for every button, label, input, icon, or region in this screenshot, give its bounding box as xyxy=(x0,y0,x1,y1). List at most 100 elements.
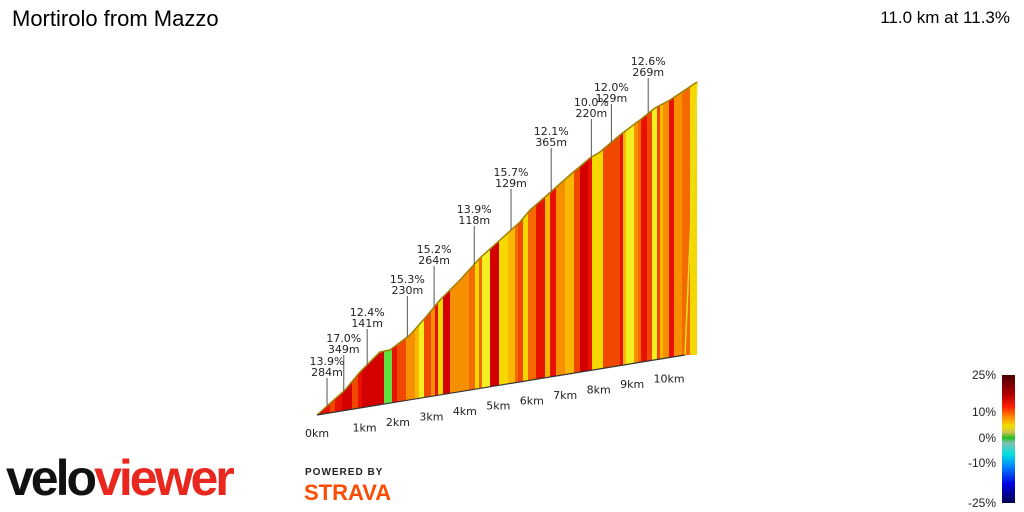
annotation-grade: 13.9% xyxy=(457,203,492,216)
grade-segment xyxy=(634,121,638,364)
annotation-length: 141m xyxy=(351,317,383,330)
grade-segment xyxy=(603,141,612,369)
grade-segment xyxy=(641,114,647,363)
climb-summary: 11.0 km at 11.3% xyxy=(880,8,1010,27)
annotation-grade: 12.1% xyxy=(534,125,569,138)
profile-top-edge xyxy=(316,81,698,416)
grade-segment xyxy=(588,156,592,371)
grade-segment xyxy=(455,278,461,393)
grade-segment xyxy=(647,110,652,362)
x-tick-label: 2km xyxy=(386,416,410,429)
annotation-length: 349m xyxy=(328,343,360,356)
grade-segment xyxy=(424,310,431,398)
grade-segment xyxy=(574,166,580,374)
grade-segment xyxy=(626,124,634,365)
x-tick-label: 1km xyxy=(352,422,376,435)
annotation-grade: 12.6% xyxy=(631,55,666,68)
x-tick-label: 8km xyxy=(587,383,611,396)
grade-segment xyxy=(545,192,550,378)
annotation-grade: 10.0% xyxy=(574,96,609,109)
grade-segment xyxy=(392,344,397,403)
annotation-grade: 12.4% xyxy=(350,306,385,319)
x-tick-label: 4km xyxy=(453,405,477,418)
grade-segment xyxy=(435,302,438,396)
grade-segment xyxy=(580,159,588,373)
annotation-length: 269m xyxy=(632,66,664,79)
annotation-length: 220m xyxy=(575,107,607,120)
grade-segment xyxy=(518,218,523,383)
grade-segment xyxy=(352,378,355,410)
powered-by-label: POWERED BY xyxy=(305,467,384,478)
annotation-grade: 15.3% xyxy=(390,273,425,286)
grade-segment xyxy=(369,354,378,407)
annotation-length: 129m xyxy=(596,92,628,105)
profile-baseline xyxy=(316,354,686,416)
annotation-grade: 17.0% xyxy=(326,332,361,345)
grade-segment xyxy=(612,135,620,367)
x-tick-label: 7km xyxy=(553,389,577,402)
grade-segment xyxy=(536,197,545,380)
annotation-length: 129m xyxy=(495,177,527,190)
grade-segment xyxy=(556,179,565,377)
grade-segment xyxy=(397,338,406,402)
grade-segment xyxy=(358,370,362,409)
grade-segment xyxy=(419,319,424,399)
veloviewer-logo[interactable]: veloviewer xyxy=(6,450,235,506)
grade-segment xyxy=(431,306,435,397)
legend-label: 10% xyxy=(971,405,996,419)
legend-label: 25% xyxy=(971,368,996,382)
grade-segment xyxy=(346,381,352,411)
grade-segment xyxy=(652,106,657,361)
annotation-grade: 13.9% xyxy=(310,355,345,368)
grade-segment xyxy=(490,240,499,387)
grade-segment xyxy=(508,226,515,384)
grade-segment xyxy=(415,324,419,400)
legend-label: -10% xyxy=(967,456,996,470)
annotation-grade: 15.2% xyxy=(417,243,452,256)
annotation-length: 264m xyxy=(418,254,450,267)
grade-segment xyxy=(682,86,690,356)
grade-segment xyxy=(438,297,443,396)
grade-segment xyxy=(378,351,384,406)
grade-segment xyxy=(666,100,669,359)
grade-segment xyxy=(596,149,603,370)
legend-label: -25% xyxy=(967,496,996,510)
annotation-length: 118m xyxy=(458,214,490,227)
grade-segment xyxy=(450,285,455,394)
grade-segment xyxy=(623,130,626,366)
grade-segment xyxy=(523,212,528,382)
grade-segment xyxy=(342,388,346,411)
grade-segment xyxy=(674,92,682,357)
grade-segment xyxy=(461,270,469,392)
grade-segment xyxy=(565,171,574,375)
grade-segment xyxy=(475,259,479,390)
grade-segment xyxy=(499,232,508,386)
grade-segment xyxy=(663,102,666,359)
grade-segment xyxy=(355,374,358,409)
grade-segment xyxy=(690,82,697,355)
x-tick-label: 10km xyxy=(654,372,685,385)
grade-segment xyxy=(669,97,674,358)
strava-logo[interactable]: STRAVA xyxy=(304,480,392,505)
grade-segment xyxy=(515,223,518,383)
grade-segment xyxy=(479,256,482,389)
grade-color-scale xyxy=(1002,375,1015,503)
grade-segment xyxy=(660,103,663,360)
legend-label: 0% xyxy=(978,431,996,445)
grade-segment xyxy=(528,204,536,381)
grade-segment xyxy=(443,290,450,395)
x-tick-label: 5km xyxy=(486,400,510,413)
grade-segment xyxy=(657,105,660,360)
grade-segment xyxy=(482,249,490,389)
x-tick-label: 3km xyxy=(419,411,443,424)
grade-segment xyxy=(362,363,369,408)
grade-segment xyxy=(469,263,475,391)
grade-segment xyxy=(620,132,623,366)
grade-segment xyxy=(406,329,415,401)
grade-segment xyxy=(550,187,556,378)
annotation-grade: 15.7% xyxy=(494,166,529,179)
x-tick-label: 9km xyxy=(620,378,644,391)
x-tick-label: 6km xyxy=(520,394,544,407)
annotation-length: 284m xyxy=(311,366,343,379)
